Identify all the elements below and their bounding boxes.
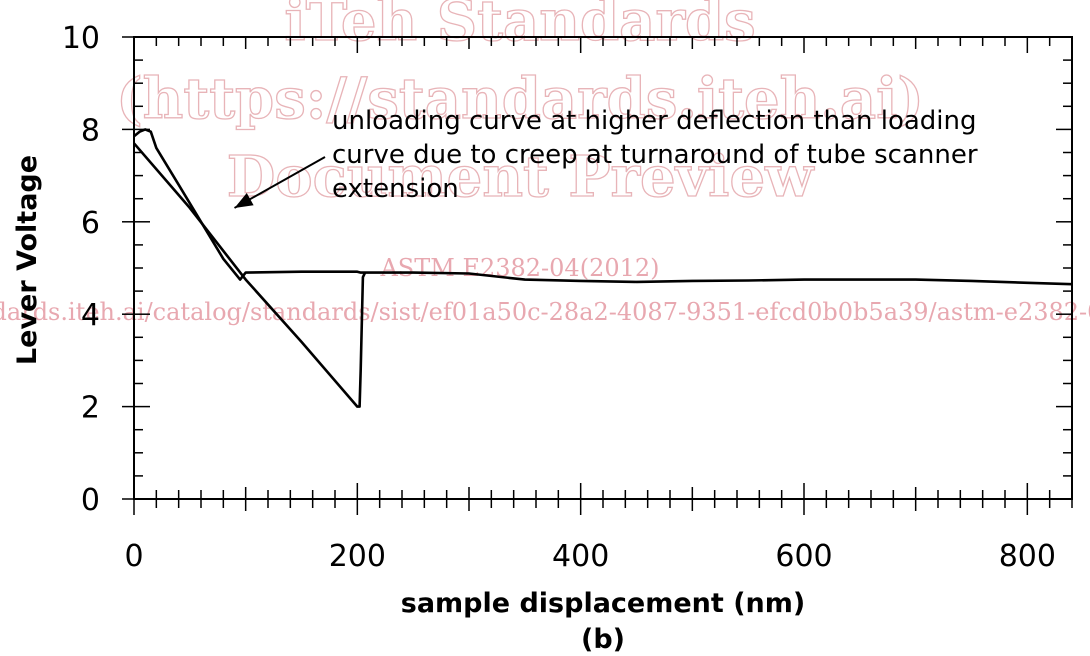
x-tick-label: 200 bbox=[329, 539, 386, 574]
watermark-line1: iTeh Standards bbox=[284, 0, 755, 54]
watermark-line4: ASTM E2382-04(2012) bbox=[379, 254, 659, 282]
annotation-line-1: unloading curve at higher deflection tha… bbox=[332, 106, 977, 136]
watermark: iTeh Standards (https://standards.iteh.a… bbox=[0, 0, 1090, 326]
axis-ticks bbox=[122, 36, 1073, 515]
figure-sublabel: (b) bbox=[581, 624, 625, 655]
tick-labels: 0 200 400 600 800 0 2 4 6 8 10 bbox=[62, 21, 1056, 574]
y-tick-label: 0 bbox=[81, 483, 100, 518]
watermark-line2: (https://standards.iteh.ai) bbox=[116, 66, 924, 132]
y-tick-label: 10 bbox=[62, 21, 100, 56]
series-line-1 bbox=[133, 128, 1073, 286]
watermark-line5: https://standards.iteh.ai/catalog/standa… bbox=[0, 298, 1090, 326]
y-tick-label: 6 bbox=[81, 206, 100, 241]
y-tick-label: 2 bbox=[81, 391, 100, 426]
data-series bbox=[133, 128, 1073, 408]
annotation-line-3: extension bbox=[332, 174, 459, 204]
y-axis-title: Lever Voltage bbox=[12, 155, 43, 365]
y-tick-label: 4 bbox=[81, 298, 100, 333]
series-line-2 bbox=[133, 142, 367, 408]
x-tick-label: 600 bbox=[775, 539, 832, 574]
y-tick-label: 8 bbox=[81, 113, 100, 148]
annotation-arrowhead bbox=[234, 193, 254, 208]
x-tick-label: 400 bbox=[552, 539, 609, 574]
x-axis-title: sample displacement (nm) bbox=[401, 588, 806, 619]
watermark-line3: Document Preview bbox=[227, 144, 815, 210]
annotation: unloading curve at higher deflection tha… bbox=[234, 106, 978, 209]
x-tick-label: 800 bbox=[999, 539, 1056, 574]
x-tick-label: 0 bbox=[124, 539, 143, 574]
annotation-line-2: curve due to creep at turnaround of tube… bbox=[332, 140, 978, 170]
